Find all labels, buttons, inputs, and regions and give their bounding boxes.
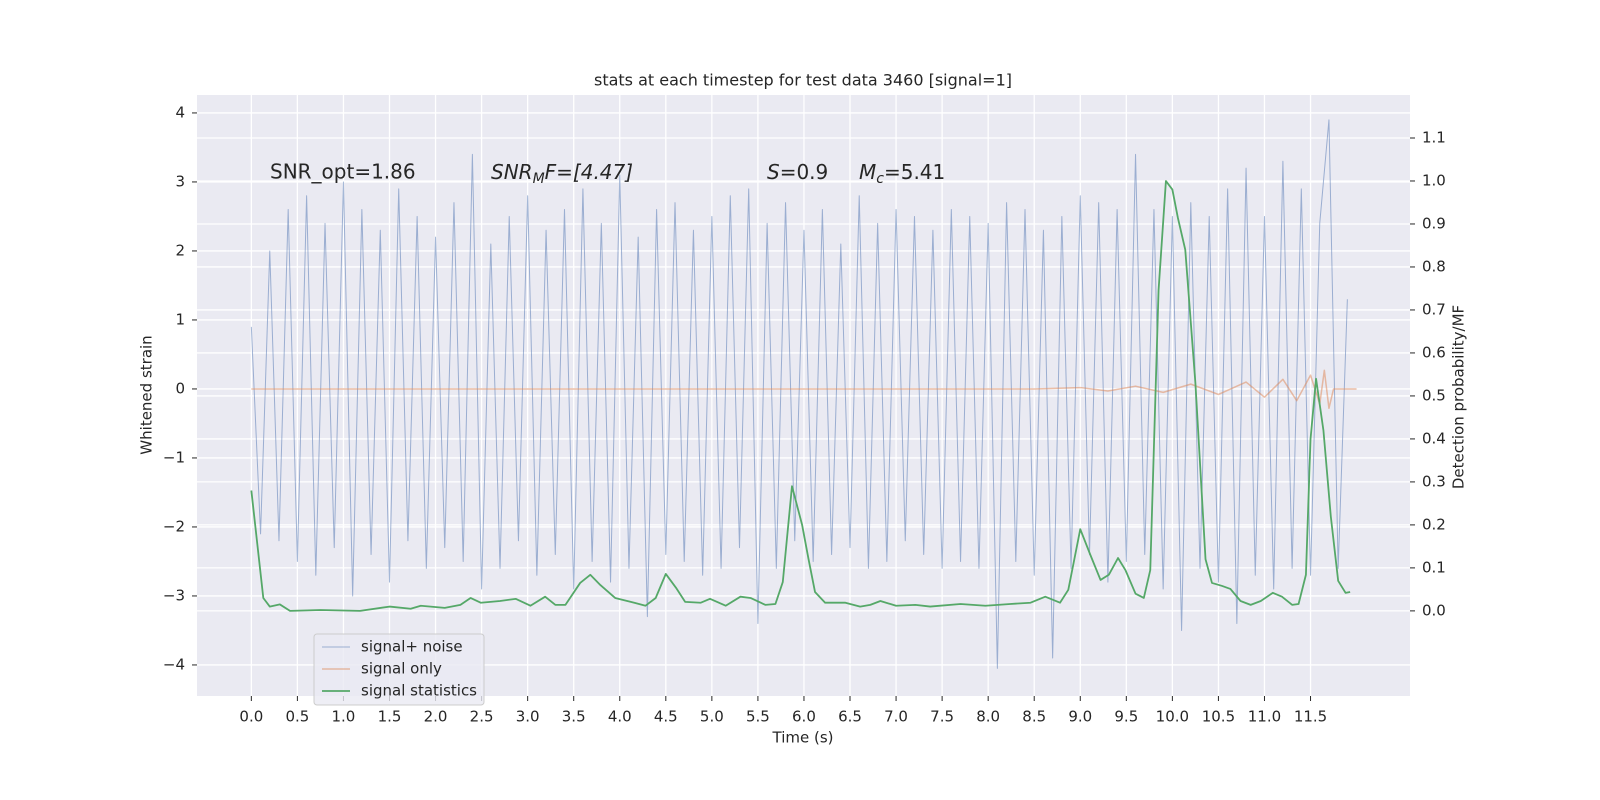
x-tick-label: 6.0 (792, 708, 816, 726)
y-tick-label: −4 (163, 655, 185, 673)
y-axis-label: Whitened strain (138, 335, 156, 454)
annotation-rest: F=[4.47] (545, 160, 633, 184)
annotation: Mc=5.41 (859, 160, 945, 188)
y2-axis-label: Detection probability/MF (1450, 305, 1468, 489)
x-tick-label: 8.5 (1022, 708, 1046, 726)
y2-tick-label: 0.0 (1422, 601, 1446, 619)
y2-tick-label: 0.3 (1422, 472, 1446, 490)
x-tick-label: 2.5 (470, 708, 494, 726)
y2-tick-label: 0.5 (1422, 386, 1446, 404)
x-tick-label: 4.0 (608, 708, 632, 726)
y2-tick-label: 0.6 (1422, 343, 1446, 361)
x-tick-label: 10.0 (1156, 708, 1189, 726)
y-tick-label: −1 (163, 448, 185, 466)
annotation-sub: c (876, 171, 884, 187)
y2-tick-label: 0.8 (1422, 257, 1446, 275)
annotation-base: SNR (491, 160, 533, 184)
y2-tick-label: 0.1 (1422, 558, 1446, 576)
x-axis-label: Time (s) (772, 729, 834, 747)
y-tick-label: −3 (163, 586, 185, 604)
annotation-sub: M (533, 171, 545, 187)
y2-tick-label: 0.9 (1422, 214, 1446, 232)
x-tick-label: 11.5 (1294, 708, 1327, 726)
y2-tick-label: 1.1 (1422, 128, 1446, 146)
y2-tick-label: 0.4 (1422, 429, 1446, 447)
x-tick-label: 2.0 (424, 708, 448, 726)
y-tick-label: 1 (175, 310, 185, 328)
series-line (251, 369, 1357, 410)
x-tick-label: 9.0 (1068, 708, 1092, 726)
y-tick-label: 0 (175, 379, 185, 397)
x-tick-label: 7.0 (884, 708, 908, 726)
x-tick-label: 6.5 (838, 708, 862, 726)
y-tick-label: 3 (175, 172, 185, 190)
annotation-base: S (767, 160, 780, 184)
annotation-base: M (859, 160, 876, 184)
x-tick-label: 3.0 (516, 708, 540, 726)
x-tick-label: 4.5 (654, 708, 678, 726)
x-tick-label: 0.5 (285, 708, 309, 726)
y2-tick-label: 0.2 (1422, 515, 1446, 533)
x-tick-label: 0.0 (239, 708, 263, 726)
legend-box (313, 633, 485, 706)
series-line (250, 119, 1348, 669)
annotation-rest: =5.41 (884, 160, 945, 184)
legend-label: signal+ noise (361, 638, 463, 656)
x-tick-label: 9.5 (1114, 708, 1138, 726)
data-layer (250, 119, 1357, 669)
y-tick-label: 2 (175, 241, 185, 259)
legend-label: signal only (361, 660, 442, 678)
x-tick-label: 7.5 (930, 708, 954, 726)
y2-tick-label: 1.0 (1422, 171, 1446, 189)
series-line (250, 180, 1351, 612)
y-tick-label: −2 (163, 517, 185, 535)
x-tick-label: 5.0 (700, 708, 724, 726)
x-tick-label: 10.5 (1202, 708, 1235, 726)
chart-title: stats at each timestep for test data 346… (594, 71, 1012, 90)
annotation: SNRMF=[4.47] (491, 160, 633, 188)
x-tick-label: 8.0 (976, 708, 1000, 726)
x-tick-label: 11.0 (1248, 708, 1281, 726)
annotation: S=0.9 (767, 160, 828, 184)
annotation-rest: =0.9 (780, 160, 829, 184)
legend-label: signal statistics (361, 682, 477, 700)
y-tick-label: 4 (175, 103, 185, 121)
annotation: SNR_opt=1.86 (270, 160, 416, 184)
x-tick-label: 5.5 (746, 708, 770, 726)
x-tick-label: 3.5 (562, 708, 586, 726)
x-tick-label: 1.5 (378, 708, 402, 726)
legend: signal+ noise signal only signal statistic… (313, 633, 485, 706)
x-tick-label: 1.0 (332, 708, 356, 726)
y2-tick-label: 0.7 (1422, 300, 1446, 318)
